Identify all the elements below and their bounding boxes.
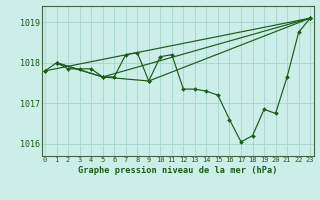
X-axis label: Graphe pression niveau de la mer (hPa): Graphe pression niveau de la mer (hPa)	[78, 166, 277, 175]
